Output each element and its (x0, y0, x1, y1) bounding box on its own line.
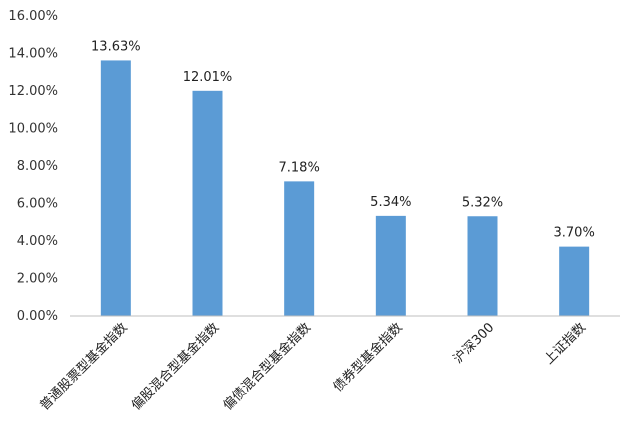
y-axis: 0.00% 2.00% 4.00% 6.00% 8.00% 10.00% 12.00% 14.… (8, 9, 58, 324)
bar (375, 215, 406, 316)
x-tick-label: 偏股混合型基金指数 (128, 320, 222, 414)
y-tick-label: 10.00% (8, 122, 58, 137)
data-label: 5.32% (462, 195, 503, 210)
x-tick-label: 债券型基金指数 (330, 320, 406, 396)
data-labels: 13.63% 12.01% 7.18% 5.34% 5.32% 3.70% (91, 39, 595, 240)
bar (284, 181, 315, 316)
y-tick-label: 8.00% (17, 159, 58, 174)
y-tick-label: 6.00% (17, 197, 58, 212)
y-tick-label: 4.00% (17, 234, 58, 249)
data-label: 12.01% (183, 70, 233, 85)
x-tick-label: 沪深300 (450, 320, 497, 367)
y-tick-label: 14.00% (8, 47, 58, 62)
bar (559, 246, 590, 316)
x-tick-label: 普通股票型基金指数 (37, 320, 131, 414)
data-label: 7.18% (279, 160, 320, 175)
bar (192, 90, 223, 316)
data-label: 5.34% (370, 195, 411, 210)
y-tick-label: 2.00% (17, 272, 58, 287)
bar (100, 60, 131, 316)
x-tick-label: 偏债混合型基金指数 (220, 320, 314, 414)
x-tick-label: 上证指数 (542, 320, 589, 367)
y-tick-label: 16.00% (8, 9, 58, 24)
data-label: 13.63% (91, 39, 141, 54)
y-tick-label: 12.00% (8, 84, 58, 99)
bars (100, 60, 590, 316)
data-label: 3.70% (554, 226, 595, 241)
bar (467, 216, 498, 316)
y-tick-label: 0.00% (17, 309, 58, 324)
